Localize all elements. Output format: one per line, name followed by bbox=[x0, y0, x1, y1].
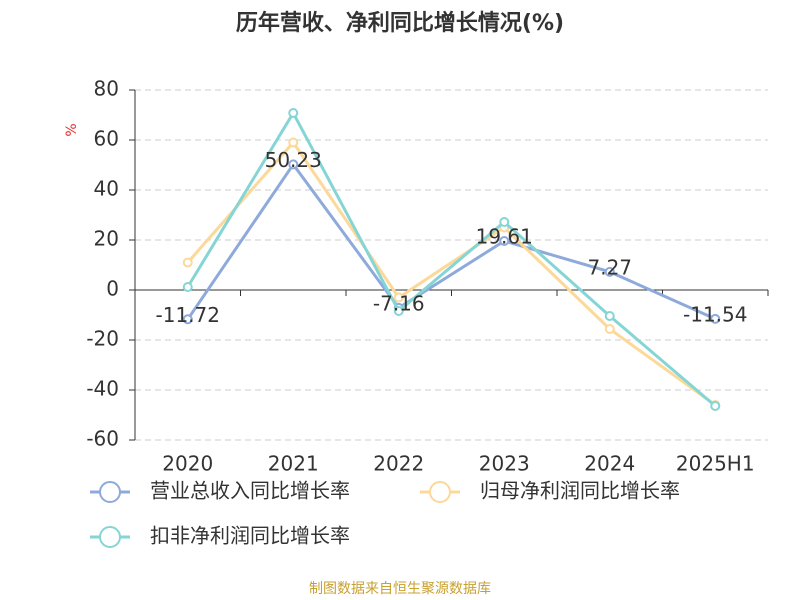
y-tick-label: 20 bbox=[94, 227, 119, 251]
data-label: 7.27 bbox=[587, 255, 632, 279]
data-point bbox=[288, 137, 299, 148]
y-tick-label: 60 bbox=[94, 127, 119, 151]
data-point bbox=[182, 314, 193, 325]
y-tick-label: 80 bbox=[94, 77, 119, 101]
data-point bbox=[710, 313, 721, 324]
x-tick-label: 2023 bbox=[479, 452, 530, 476]
data-label: 50.23 bbox=[265, 148, 322, 172]
y-axis-label: % bbox=[64, 123, 80, 136]
x-tick-label: 2021 bbox=[268, 452, 319, 476]
data-label: -11.72 bbox=[156, 303, 220, 327]
y-tick-label: -60 bbox=[86, 427, 119, 451]
legend-marker bbox=[429, 481, 451, 503]
data-point bbox=[499, 217, 510, 227]
source-note: 制图数据来自恒生聚源数据库 bbox=[309, 581, 491, 597]
series-line bbox=[186, 140, 717, 407]
series-line bbox=[186, 161, 716, 321]
data-point bbox=[288, 159, 299, 170]
legend-label: 归母净利润同比增长率 bbox=[480, 479, 680, 503]
data-label: -11.54 bbox=[683, 302, 747, 326]
data-point bbox=[393, 306, 404, 316]
data-point bbox=[604, 266, 615, 277]
y-tick-label: 40 bbox=[94, 177, 119, 201]
chart-title: 历年营收、净利同比增长情况(%) bbox=[236, 10, 564, 36]
data-point bbox=[393, 292, 404, 303]
data-point bbox=[604, 324, 615, 334]
legend-label: 扣非净利润同比增长率 bbox=[150, 524, 350, 548]
x-tick-label: 2024 bbox=[584, 452, 635, 476]
data-label: -7.16 bbox=[373, 291, 425, 315]
x-tick-label: 2020 bbox=[162, 452, 213, 476]
x-tick-label: 2025H1 bbox=[676, 452, 755, 476]
y-tick-label: -20 bbox=[86, 327, 119, 351]
y-tick-label: 0 bbox=[106, 277, 119, 301]
data-point bbox=[182, 257, 193, 268]
data-point bbox=[710, 401, 721, 411]
series-line bbox=[186, 109, 717, 408]
data-point bbox=[182, 282, 193, 292]
data-point bbox=[604, 311, 615, 321]
y-tick-label: -40 bbox=[86, 377, 119, 401]
legend-marker bbox=[99, 526, 121, 548]
data-point bbox=[499, 235, 510, 246]
data-label: 19.61 bbox=[476, 224, 533, 248]
legend-label: 营业总收入同比增长率 bbox=[150, 479, 350, 503]
x-tick-label: 2022 bbox=[373, 452, 424, 476]
legend-marker bbox=[99, 481, 121, 503]
data-point bbox=[288, 108, 299, 118]
